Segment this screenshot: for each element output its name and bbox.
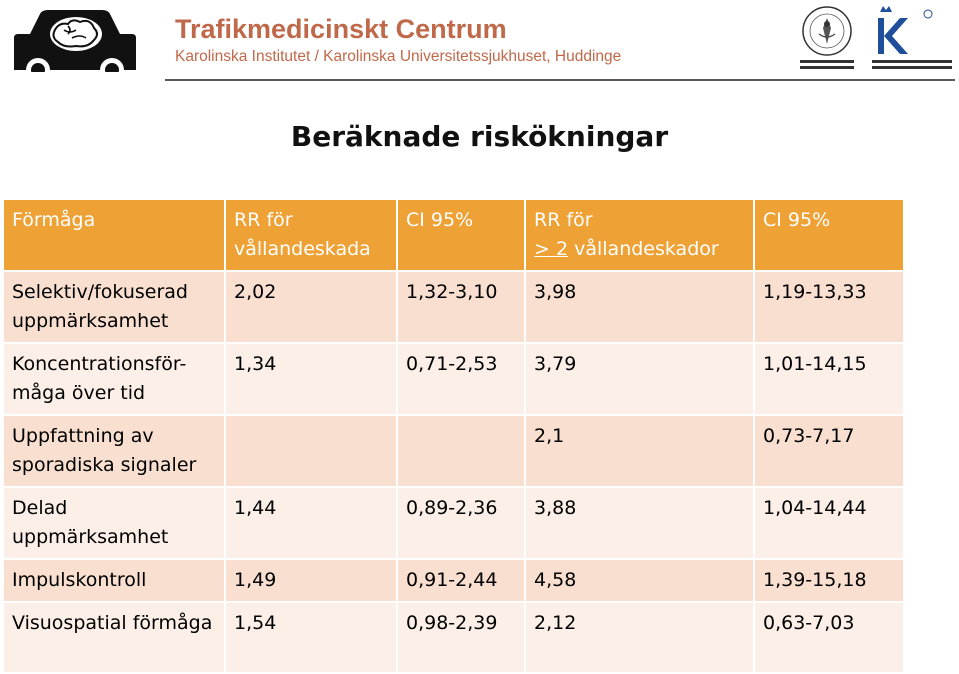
header-rr-over-2-vallandeskador: RR för > 2 vållandeskador [524,198,755,272]
table-header-row: Förmåga RR för vållandeskada CI 95% RR fö… [2,198,905,272]
karolinska-institutet-seal-icon [800,6,854,69]
cell-rr [224,414,398,488]
cell-rr: 1,54 [224,601,398,674]
karolinska-universitetssjukhuset-logo-icon [872,6,952,69]
table-row: Uppfattning av sporadiska signaler 2,1 0… [2,414,905,488]
org-subtitle: Karolinska Institutet / Karolinska Unive… [175,48,622,65]
cell-ci2: 0,73-7,17 [753,414,905,488]
slide-title: Beräknade riskökningar [290,120,669,153]
header-rr-vallandeskada: RR för vållandeskada [224,198,398,272]
cell-ability: Selektiv/fokuserad uppmärksamhet [2,270,226,344]
cell-ci2: 1,04-14,44 [753,486,905,560]
cell-ci2: 1,19-13,33 [753,270,905,344]
cell-rr2: 4,58 [524,558,755,603]
header-greater-equal-2: > 2 [534,238,569,260]
cell-rr2: 3,79 [524,342,755,416]
page-header: Trafikmedicinskt Centrum Karolinska Inst… [0,0,959,82]
cell-ability: Uppfattning av sporadiska signaler [2,414,226,488]
cell-rr: 1,34 [224,342,398,416]
header-formaga: Förmåga [2,198,226,272]
table-row: Impulskontroll 1,49 0,91-2,44 4,58 1,39-… [2,558,905,603]
cell-ci: 0,98-2,39 [396,601,526,674]
cell-rr2: 2,1 [524,414,755,488]
cell-ci2: 0,63-7,03 [753,601,905,674]
cell-ci2: 1,01-14,15 [753,342,905,416]
header-divider [165,79,955,81]
cell-ability: Koncentrationsför-måga över tid [2,342,226,416]
cell-ability: Visuospatial förmåga [2,601,226,674]
cell-ci: 0,71-2,53 [396,342,526,416]
org-title: Trafikmedicinskt Centrum [175,14,507,44]
cell-rr2: 3,88 [524,486,755,560]
cell-ci [396,414,526,488]
header-ci-95: CI 95% [396,198,526,272]
table-row: Visuospatial förmåga 1,54 0,98-2,39 2,12… [2,601,905,674]
header-ci-95-second: CI 95% [753,198,905,272]
car-brain-logo-icon [14,10,136,72]
cell-ci: 1,32-3,10 [396,270,526,344]
table-row: Delad uppmärksamhet 1,44 0,89-2,36 3,88 … [2,486,905,560]
cell-ability: Delad uppmärksamhet [2,486,226,560]
cell-rr: 1,49 [224,558,398,603]
cell-ci: 0,91-2,44 [396,558,526,603]
table-row: Selektiv/fokuserad uppmärksamhet 2,02 1,… [2,270,905,344]
cell-rr2: 2,12 [524,601,755,674]
table-row: Koncentrationsför-måga över tid 1,34 0,7… [2,342,905,416]
risk-table: Förmåga RR för vållandeskada CI 95% RR fö… [2,198,905,674]
cell-ci: 0,89-2,36 [396,486,526,560]
cell-rr2: 3,98 [524,270,755,344]
cell-rr: 1,44 [224,486,398,560]
cell-ci2: 1,39-15,18 [753,558,905,603]
cell-ability: Impulskontroll [2,558,226,603]
cell-rr: 2,02 [224,270,398,344]
